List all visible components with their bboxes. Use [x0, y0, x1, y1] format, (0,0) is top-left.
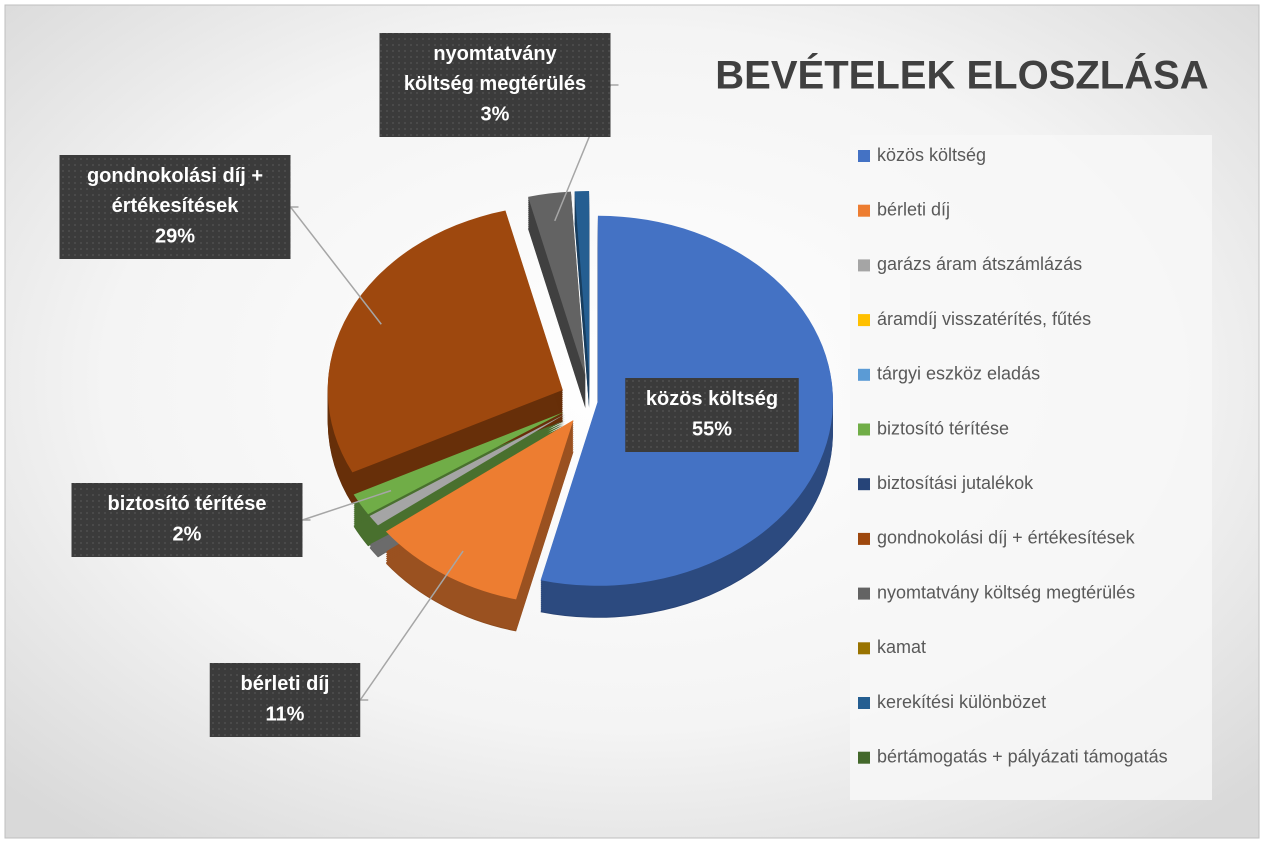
slice: [369, 413, 566, 526]
data-label: biztosító térítése: [108, 493, 267, 515]
legend-swatch: [858, 204, 870, 217]
data-label-box: [379, 33, 611, 137]
slice: [369, 413, 565, 516]
slice: [574, 191, 590, 377]
data-label-value: 29%: [155, 225, 195, 247]
legend-swatch: [858, 423, 870, 436]
legend-label: tárgyi eszköz eladás: [877, 364, 1040, 384]
legend-label: garázs áram átszámlázás: [877, 254, 1082, 274]
data-label-box: [625, 378, 799, 452]
slice: [385, 420, 574, 600]
legend-swatch: [858, 642, 870, 655]
chart-title: BEVÉTELEK ELOSZLÁSA: [715, 53, 1208, 98]
data-label: közös költség: [646, 388, 778, 410]
legend-swatch: [858, 478, 870, 491]
data-label-value: 11%: [266, 703, 305, 725]
legend-label: nyomtatvány költség megtérülés: [877, 582, 1135, 602]
legend-swatch: [858, 751, 870, 764]
legend-label: bértámogatás + pályázati támogatás: [877, 746, 1168, 766]
data-label-box: [209, 663, 361, 737]
data-label: gondnokolási díj + értékesítések: [87, 165, 263, 217]
legend-swatch: [858, 368, 870, 381]
data-label: bérleti díj: [241, 673, 330, 695]
legend-swatch: [858, 314, 870, 327]
data-label: nyomtatvány költség megtérülés: [404, 43, 586, 95]
legend-label: kamat: [877, 637, 926, 657]
data-label-value: 2%: [173, 523, 202, 545]
legend-swatch: [858, 587, 870, 600]
legend-swatch: [858, 532, 870, 545]
legend-label: biztosítási jutalékok: [877, 473, 1034, 493]
slice: [528, 191, 586, 377]
legend-label: biztosító térítése: [877, 418, 1009, 438]
data-label-value: 55%: [692, 418, 732, 440]
data-label-value: 3%: [481, 103, 510, 125]
legend-label: közös költség: [877, 145, 986, 165]
slice: [327, 210, 563, 473]
legend-label: gondnokolási díj + értékesítések: [877, 528, 1136, 548]
legend-swatch: [858, 150, 870, 162]
legend-background: [850, 135, 1212, 800]
data-label-box: [59, 155, 291, 259]
legend-label: bérleti díj: [877, 199, 950, 219]
legend-swatch: [858, 259, 870, 272]
slice: [353, 412, 565, 515]
legend-swatch: [858, 697, 870, 709]
legend-label: kerekítési különbözet: [877, 692, 1046, 712]
data-label-box: [71, 483, 303, 557]
legend-label: áramdíj visszatérítés, fűtés: [877, 309, 1091, 329]
